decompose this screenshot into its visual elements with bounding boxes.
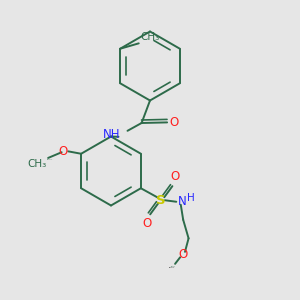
Text: methoxy: methoxy (47, 158, 53, 160)
Text: H: H (188, 193, 195, 203)
Text: O: O (170, 170, 180, 184)
Text: CH₃: CH₃ (27, 159, 46, 169)
Text: O: O (178, 248, 187, 261)
Text: N: N (178, 195, 187, 208)
Text: NH: NH (103, 128, 120, 141)
Text: O: O (58, 145, 68, 158)
Text: methoxy: methoxy (169, 267, 175, 268)
Text: methyl: methyl (171, 266, 176, 267)
Text: O: O (142, 217, 152, 230)
Text: CH₃: CH₃ (140, 32, 160, 42)
Text: O: O (169, 116, 179, 129)
Text: S: S (157, 194, 166, 207)
